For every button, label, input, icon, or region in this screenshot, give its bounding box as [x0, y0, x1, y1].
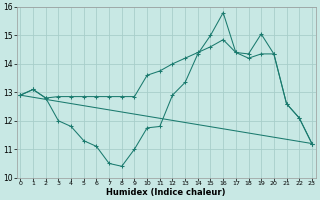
X-axis label: Humidex (Indice chaleur): Humidex (Indice chaleur) [106, 188, 226, 197]
